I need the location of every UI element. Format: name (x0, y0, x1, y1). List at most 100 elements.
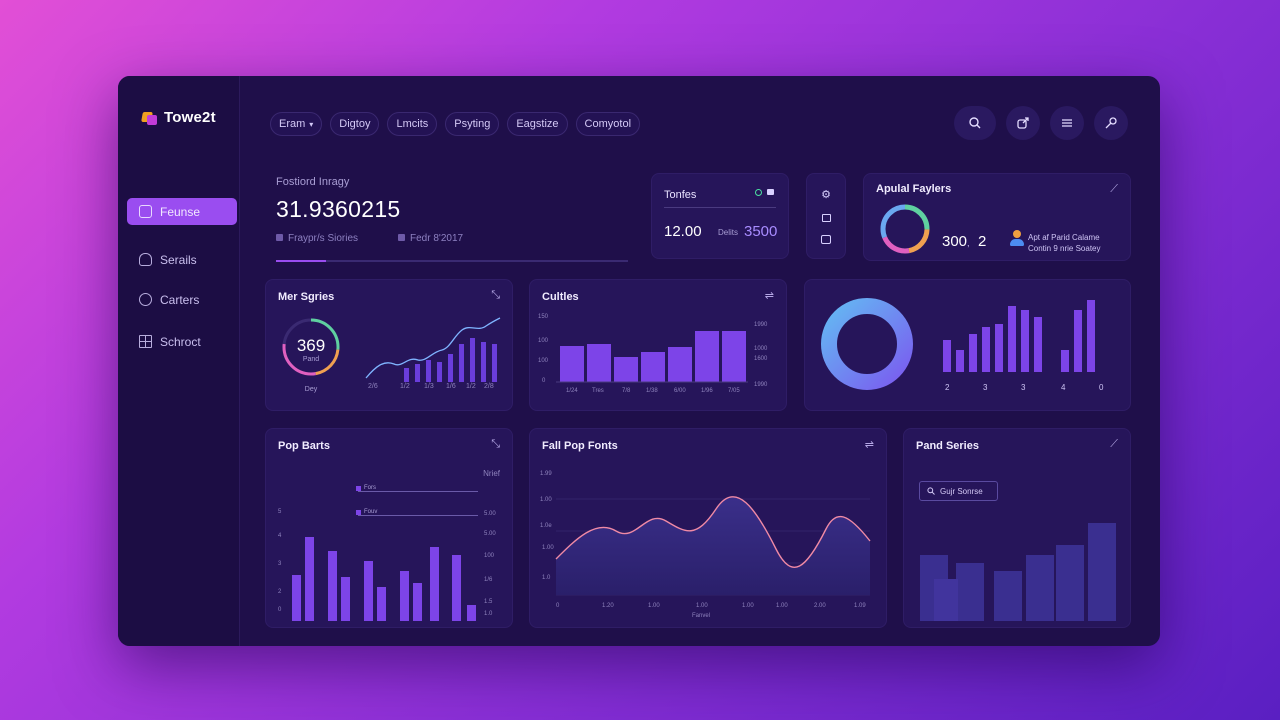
legend-line: Apt af Parid Calame (1028, 233, 1100, 242)
tab-lmcits[interactable]: Lmcits (387, 112, 438, 136)
quick-actions: ⚙ (806, 173, 846, 259)
share-button[interactable] (1006, 106, 1040, 140)
fall-pop-fonts-card: Fall Pop Fonts ⇌ 1.99 1.00 1.0e 1.00 1.0 0 1.… (529, 428, 887, 628)
search-label: Gujr Sonrse (940, 486, 983, 496)
pin-icon (1105, 117, 1117, 129)
svg-text:1.5: 1.5 (484, 599, 493, 605)
mer-series-card: Mer Sgries ⤡ 369 Pand Dey 2/6 1/2 1/3 1/6 1/… (265, 279, 513, 411)
tab-eagstize[interactable]: Eagstize (507, 112, 568, 136)
pop-barts-bar-chart: 5 4 3 2 0 5.00 5.00 100 1/6 1.5 1.0 (278, 509, 496, 621)
pin-button[interactable] (1094, 106, 1128, 140)
donut-chart (821, 298, 913, 390)
grid-icon (139, 205, 152, 218)
sidebar-item-carters[interactable]: Carters (127, 286, 237, 313)
svg-text:1600: 1600 (754, 356, 768, 362)
svg-text:100: 100 (538, 338, 549, 344)
calendar-icon[interactable] (821, 234, 831, 244)
tonfes-value-label: Delits (718, 228, 739, 237)
filter-icon[interactable]: ⇌ (864, 439, 874, 451)
x-axis-label: Fanvel (692, 613, 710, 619)
svg-text:5.00: 5.00 (484, 511, 496, 517)
collapse-icon[interactable]: ⤡ (491, 289, 500, 301)
tonfes-value-right: 3500 (744, 223, 778, 240)
filter-icon[interactable]: ⇌ (764, 290, 774, 302)
gauge-caption: Dey (304, 386, 318, 393)
menu-button[interactable] (1050, 106, 1084, 140)
apulal-count-wrap: 300, 2 (942, 233, 987, 250)
svg-text:3: 3 (1021, 383, 1026, 392)
tab-psyting[interactable]: Psyting (445, 112, 500, 136)
svg-text:5.00: 5.00 (484, 531, 496, 537)
svg-text:0: 0 (1099, 383, 1104, 392)
gauge-sub: Pand (302, 356, 320, 363)
svg-text:1/38: 1/38 (646, 388, 658, 394)
card-title: Fall Pop Fonts (542, 440, 618, 452)
svg-text:7/05: 7/05 (728, 388, 740, 394)
svg-text:2: 2 (278, 589, 282, 595)
svg-text:1/96: 1/96 (701, 388, 713, 394)
svg-text:1/3: 1/3 (424, 383, 434, 388)
svg-text:5: 5 (278, 509, 282, 515)
hero-meta: Fraypr/s Siories Fedr 8'2017 (276, 233, 628, 244)
tab-label: Eram (279, 118, 306, 130)
status-icons (755, 189, 774, 196)
svg-text:1.00: 1.00 (648, 603, 660, 609)
svg-text:2: 2 (945, 383, 950, 392)
legend-swatch (356, 509, 361, 515)
legend-line: Contin 9 nrie Soatey (1028, 244, 1101, 253)
hero-metric: Fostiord Inragy 31.9360215 Fraypr/s Sior… (276, 176, 628, 262)
svg-text:100: 100 (484, 553, 495, 559)
svg-text:1/6: 1/6 (484, 577, 493, 583)
svg-text:7/8: 7/8 (622, 388, 631, 394)
svg-text:3: 3 (278, 561, 282, 567)
tab-label: Eagstize (516, 118, 559, 130)
gauge-ring (282, 318, 340, 376)
app-logo[interactable]: Towe2t (141, 109, 216, 126)
svg-text:1.00: 1.00 (540, 497, 552, 503)
svg-text:1/2: 1/2 (466, 383, 476, 388)
svg-text:2.00: 2.00 (814, 603, 826, 609)
settings-icon[interactable]: ⚙ (821, 189, 831, 202)
hero-label: Fostiord Inragy (276, 176, 350, 188)
chat-icon (767, 189, 774, 195)
logo-icon (141, 110, 158, 126)
globe-icon (139, 293, 152, 306)
series-search-input[interactable]: Gujr Sonrse (919, 481, 998, 501)
expand-icon[interactable]: ⟋ (1110, 183, 1118, 195)
sidebar-item-serails[interactable]: Serails (127, 246, 237, 273)
tab-eram[interactable]: Eram ▾ (270, 112, 323, 136)
hero-progress (276, 260, 628, 262)
svg-text:1.20: 1.20 (602, 603, 614, 609)
tonfes-card: Tonfes 12.00 Delits 3500 (651, 173, 789, 259)
card-title: Apulal Faylers (876, 183, 952, 195)
legend-line-2 (358, 515, 478, 516)
svg-text:0: 0 (556, 603, 560, 609)
user-avatar-icon (1010, 230, 1024, 248)
expand-icon[interactable]: ⟋ (1110, 438, 1118, 450)
sidebar: Towe2t Feunse Serails Carters Schroct (118, 76, 240, 646)
lock-icon[interactable] (821, 213, 831, 222)
donut-bar-card: 2 3 3 4 0 (804, 279, 1131, 411)
search-button[interactable] (954, 106, 996, 140)
svg-text:1000: 1000 (754, 346, 768, 352)
app-name: Towe2t (164, 109, 216, 126)
chevron-down-icon: ▾ (309, 119, 314, 129)
top-navigation: Eram ▾ Digtoy Lmcits Psyting Eagstize Co… (270, 112, 641, 136)
collapse-icon[interactable]: ⤡ (491, 438, 500, 450)
sidebar-item-label: Serails (160, 252, 197, 267)
pop-barts-card: Pop Barts ⤡ Nrief Fors Fouv 5 4 3 2 0 5.00 5.… (265, 428, 513, 628)
hero-meta-right: Fedr 8'2017 (398, 233, 463, 244)
share-icon (1017, 117, 1029, 129)
gauge-value: 369 (296, 336, 326, 355)
tab-comyotol[interactable]: Comyotol (575, 112, 641, 136)
sidebar-item-feunse[interactable]: Feunse (127, 198, 237, 225)
tab-digtoy[interactable]: Digtoy (330, 112, 380, 136)
table-icon (139, 335, 152, 348)
sidebar-item-schroct[interactable]: Schroct (127, 328, 237, 355)
sidebar-item-label: Carters (160, 292, 200, 307)
legend-line-1 (358, 491, 478, 492)
status-dot-icon (755, 189, 762, 196)
progress-ring (880, 204, 930, 254)
apulal-count: 300 (942, 233, 968, 250)
svg-text:1/24: 1/24 (566, 388, 578, 394)
